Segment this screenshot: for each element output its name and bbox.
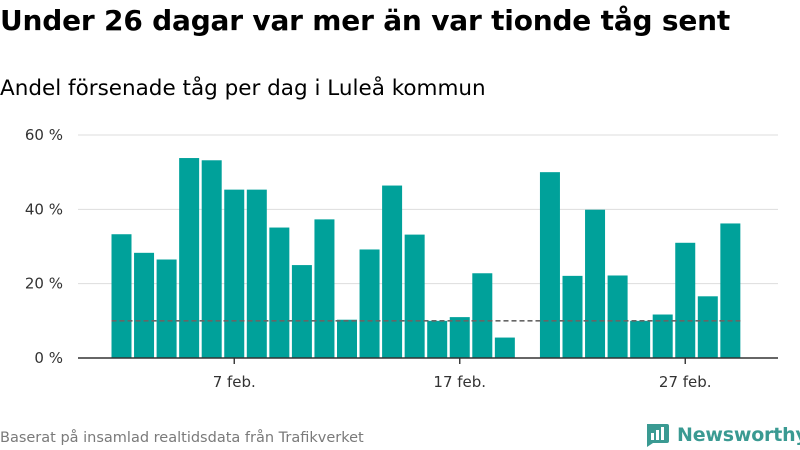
x-tick-label: 7 feb. — [213, 373, 256, 391]
bar[interactable] — [427, 320, 448, 358]
bar[interactable] — [630, 320, 651, 358]
bar-chart-logo-icon — [647, 424, 669, 447]
bar[interactable] — [359, 249, 380, 358]
bar[interactable] — [404, 234, 425, 358]
bar[interactable] — [652, 314, 673, 358]
chart-subtitle: Andel försenade tåg per dag i Luleå komm… — [0, 76, 486, 101]
bar[interactable] — [449, 317, 470, 358]
bar[interactable] — [697, 296, 718, 358]
bar[interactable] — [291, 265, 312, 358]
bar[interactable] — [494, 337, 515, 358]
bar[interactable] — [607, 275, 628, 358]
bar[interactable] — [111, 234, 132, 358]
bar[interactable] — [179, 158, 200, 358]
bars — [111, 158, 741, 358]
bar[interactable] — [314, 219, 335, 358]
bar[interactable] — [337, 319, 357, 358]
source-note: Baserat på insamlad realtidsdata från Tr… — [0, 430, 364, 446]
bar[interactable] — [224, 189, 245, 358]
y-tick-label: 60 % — [25, 126, 63, 144]
x-tick-label: 17 feb. — [433, 373, 486, 391]
bar[interactable] — [201, 160, 222, 358]
bar[interactable] — [562, 275, 583, 358]
y-tick-label: 40 % — [25, 200, 63, 218]
y-tick-label: 0 % — [34, 349, 63, 367]
brand-logo[interactable]: Newsworthy — [644, 420, 800, 450]
axes: 0 % 20 % 40 % 60 % 7 feb. 17 feb. 27 feb. — [25, 126, 778, 391]
bar[interactable] — [382, 185, 403, 358]
bar[interactable] — [156, 259, 177, 358]
x-tick-label: 27 feb. — [659, 373, 712, 391]
chart-title: Under 26 dagar var mer än var tionde tåg… — [0, 4, 731, 37]
brand-name: Newsworthy — [677, 424, 800, 446]
bar[interactable] — [269, 227, 290, 358]
bar[interactable] — [675, 242, 696, 358]
bar[interactable] — [472, 273, 493, 358]
bar[interactable] — [720, 223, 741, 358]
bar[interactable] — [539, 172, 560, 358]
bar[interactable] — [585, 209, 606, 358]
y-tick-label: 20 % — [25, 275, 63, 293]
bar[interactable] — [134, 252, 155, 358]
bar[interactable] — [246, 189, 267, 358]
